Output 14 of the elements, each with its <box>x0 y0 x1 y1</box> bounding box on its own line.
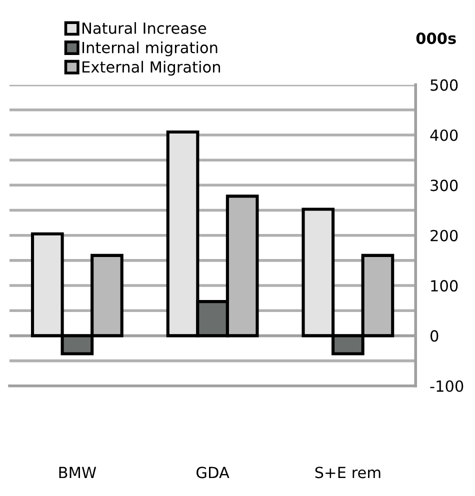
x-tick-label: S+E rem <box>315 466 380 478</box>
y-tick-label: 300 <box>430 180 458 192</box>
y-tick-label: 0 <box>430 330 438 342</box>
y-tick-label: 200 <box>430 230 458 242</box>
y-tick-label: 400 <box>430 129 458 142</box>
y-tick-label: 500 <box>430 79 458 91</box>
legend-label: Internal migration <box>82 41 218 56</box>
y-tick-label: 100 <box>431 280 458 292</box>
x-tick-label: GDA <box>196 466 230 478</box>
y-axis-title: 000s <box>416 32 456 44</box>
legend-label: External Migration <box>82 60 220 76</box>
x-tick-label: BMW <box>59 466 96 478</box>
y-tick-label: -100 <box>430 380 464 392</box>
legend-label: Natural Increase <box>82 22 206 34</box>
